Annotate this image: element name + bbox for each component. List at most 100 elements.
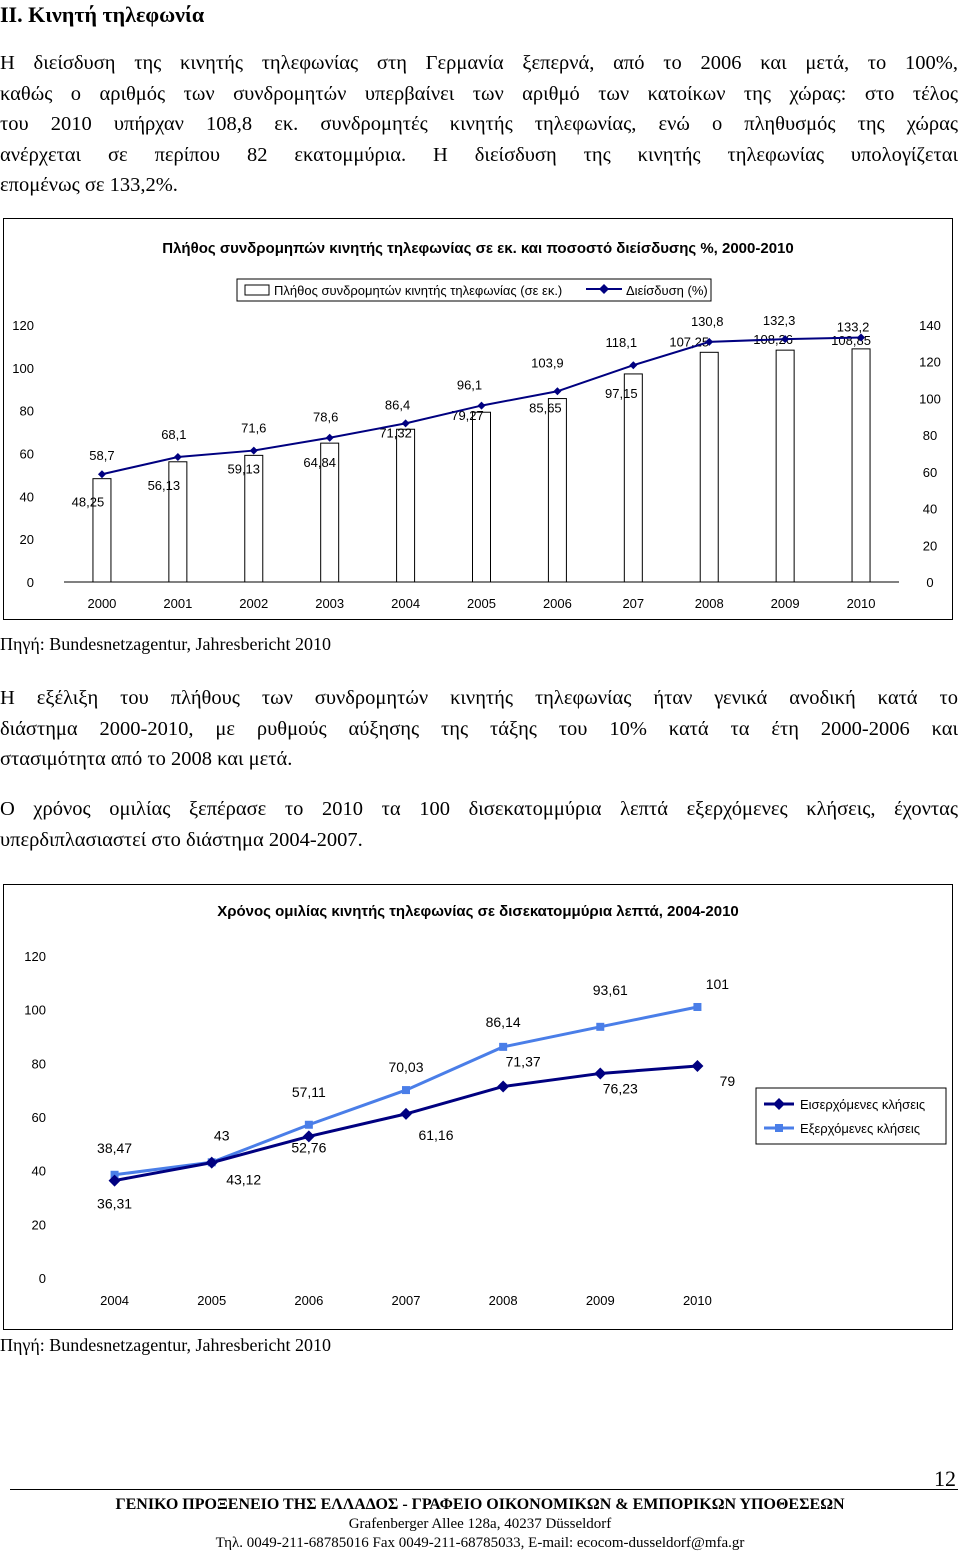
x-tick-label: 2006	[543, 596, 572, 611]
outgoing-label: 57,11	[292, 1084, 326, 1100]
penetration-point	[781, 335, 790, 344]
y-right-tick-label: 0	[926, 575, 933, 590]
penetration-point	[477, 401, 486, 410]
penetration-point	[325, 433, 334, 442]
growth-line-3: στασιμότητα από το 2008 και μετά.	[0, 748, 293, 770]
penetration-label: 68,1	[161, 427, 186, 442]
incoming-label: 52,76	[291, 1139, 326, 1155]
legend-incoming-marker	[773, 1098, 785, 1110]
penetration-label: 118,1	[606, 335, 638, 350]
intro-line-1: Η διείσδυση της κινητής τηλεφωνίας στη Γ…	[0, 52, 958, 74]
y-right-tick-label: 80	[923, 428, 937, 443]
incoming-label: 36,31	[97, 1196, 132, 1212]
subscriber-bar-label: 64,84	[303, 455, 336, 470]
chart-title: Πλήθος συνδρομηπών κινητής τηλεφωνίας σε…	[162, 240, 793, 257]
source-note-1: Πηγή: Bundesnetzagentur, Jahresbericht 2…	[0, 634, 331, 654]
penetration-point	[553, 387, 562, 396]
outgoing-label: 101	[706, 976, 730, 992]
penetration-label: 130,8	[691, 314, 724, 329]
growth-line-1: Η εξέλιξη του πλήθους των συνδρομητών κι…	[0, 687, 958, 709]
subscriber-bar	[396, 428, 416, 583]
legend-incoming-label: Εισερχόμενες κλήσεις	[800, 1097, 925, 1112]
y-left-tick-label: 40	[20, 489, 34, 504]
penetration-point	[249, 446, 258, 455]
incoming-point	[108, 1174, 121, 1187]
outgoing-point	[499, 1042, 508, 1051]
x-tick-label: 2009	[586, 1293, 615, 1308]
subscriber-bar-label: 56,13	[148, 478, 181, 493]
page-number: 12	[934, 1466, 956, 1491]
penetration-label: 96,1	[457, 378, 482, 393]
subscriber-bar-label: 79,27	[451, 408, 484, 423]
y-tick-label: 80	[32, 1056, 46, 1071]
legend-line-marker	[599, 284, 609, 294]
incoming-label: 71,37	[506, 1053, 541, 1069]
incoming-label: 76,23	[603, 1080, 638, 1096]
incoming-point	[594, 1067, 607, 1080]
y-tick-label: 0	[39, 1271, 46, 1286]
footer-contact: Τηλ. 0049-211-68785016 Fax 0049-211-6878…	[215, 1535, 745, 1551]
talk-time-paragraph: Ο χρόνος ομιλίας ξεπέρασε το 2010 τα 100…	[0, 794, 958, 855]
legend-bar-swatch	[244, 284, 270, 296]
x-tick-label: 2001	[163, 596, 192, 611]
penetration-point	[629, 361, 638, 370]
y-right-tick-label: 100	[919, 391, 941, 406]
subscriber-bar-label: 85,65	[529, 401, 562, 416]
intro-line-2: καθώς ο αριθμός των συνδρομητών υπερβαίν…	[0, 82, 958, 105]
subscribers-chart: Πλήθος συνδρομηπών κινητής τηλεφωνίας σε…	[3, 218, 953, 620]
subscriber-bar	[623, 373, 643, 583]
chart-legend: Πλήθος συνδρομητών κινητής τηλεφωνίας (σ…	[236, 278, 712, 302]
subscriber-bar-label: 71,32	[379, 425, 412, 440]
source-note-2: Πηγή: Bundesnetzagentur, Jahresbericht 2…	[0, 1335, 331, 1355]
penetration-label: 132,3	[763, 313, 796, 328]
outgoing-label: 38,47	[97, 1140, 132, 1156]
incoming-point	[497, 1080, 510, 1093]
footer-address: Grafenberger Allee 128a, 40237 Düsseldor…	[348, 1516, 612, 1532]
y-right-tick-label: 140	[919, 318, 941, 333]
y-tick-label: 20	[32, 1217, 46, 1232]
x-tick-label: 2004	[391, 596, 420, 611]
y-left-tick-label: 80	[20, 404, 34, 419]
x-tick-label: 2004	[100, 1293, 129, 1308]
subscriber-bar-label: 59,13	[227, 461, 260, 476]
penetration-label: 103,9	[531, 355, 564, 370]
penetration-point	[857, 333, 866, 342]
section-heading: II. Κινητή τηλεφωνία	[0, 2, 205, 27]
subscriber-bar	[472, 411, 491, 583]
x-tick-label: 2008	[489, 1293, 518, 1308]
y-tick-label: 60	[32, 1110, 46, 1125]
y-left-tick-label: 60	[20, 447, 34, 462]
y-tick-label: 100	[24, 1003, 46, 1018]
legend-line-label: Διείσδυση (%)	[626, 283, 708, 298]
talk-time-line-2: υπερδιπλασιαστεί στο διάστημα 2004-2007.	[0, 828, 363, 851]
x-tick-label: 2007	[392, 1293, 421, 1308]
legend-frame	[236, 278, 712, 302]
subscriber-bar-label: 108,85	[831, 333, 871, 348]
incoming-point	[691, 1060, 704, 1073]
y-left-tick-label: 100	[12, 361, 34, 376]
incoming-label: 79	[720, 1073, 736, 1089]
y-right-tick-label: 20	[923, 538, 937, 553]
y-left-tick-label: 20	[20, 532, 34, 547]
x-tick-label: 2005	[197, 1293, 226, 1308]
outgoing-label: 93,61	[593, 982, 628, 998]
x-tick-label: 2002	[239, 596, 268, 611]
incoming-point	[302, 1130, 315, 1143]
talk-time-chart-svg: Χρόνος ομιλίας κινητής τηλεφωνίας σε δισ…	[24, 903, 947, 1308]
growth-paragraph: Η εξέλιξη του πλήθους των συνδρομητών κι…	[0, 683, 958, 775]
subscriber-bar-label: 48,25	[72, 495, 105, 510]
incoming-point	[205, 1156, 218, 1169]
intro-line-5: επομένως σε 133,2%.	[0, 174, 178, 196]
penetration-label: 58,7	[89, 448, 114, 463]
penetration-point	[401, 419, 410, 428]
chart-title: Χρόνος ομιλίας κινητής τηλεφωνίας σε δισ…	[217, 903, 739, 920]
outgoing-label: 70,03	[388, 1059, 423, 1075]
legend-bar-label: Πλήθος συνδρομητών κινητής τηλεφωνίας (σ…	[274, 283, 562, 298]
x-tick-label: 2010	[683, 1293, 712, 1308]
footer-divider	[10, 1489, 958, 1490]
x-tick-label: 2009	[771, 596, 800, 611]
penetration-label: 133,2	[837, 319, 870, 334]
talk-time-chart: Χρόνος ομιλίας κινητής τηλεφωνίας σε δισ…	[3, 884, 953, 1330]
y-right-tick-label: 60	[923, 465, 937, 480]
incoming-label: 43	[214, 1128, 230, 1144]
